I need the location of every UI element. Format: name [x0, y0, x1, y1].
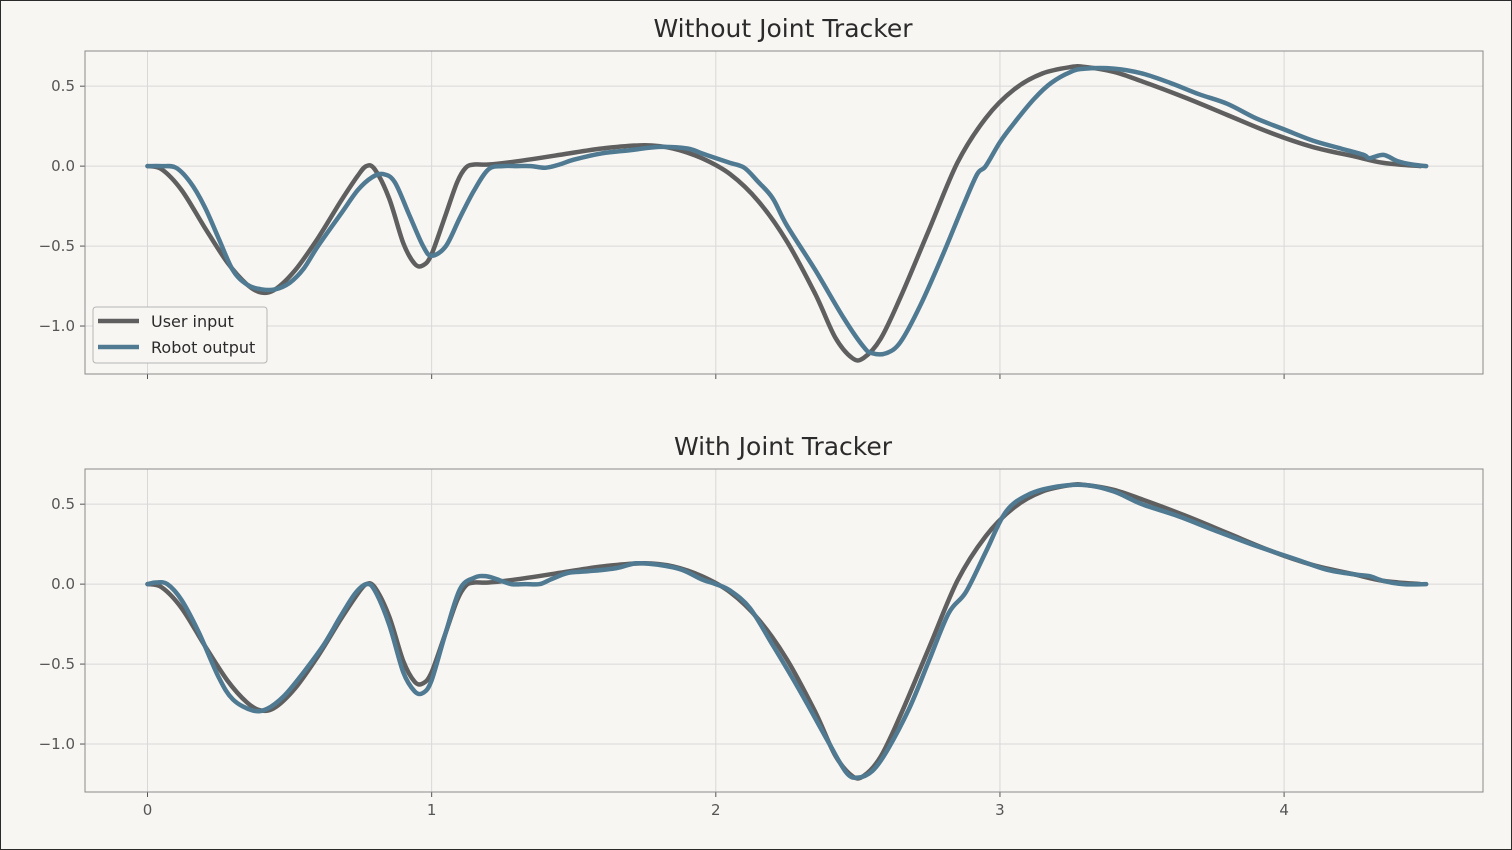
- legend: User input Robot output: [92, 306, 268, 364]
- y-tick-label: 0.5: [51, 495, 75, 513]
- x-tick-label: 3: [995, 801, 1005, 819]
- grid: [85, 469, 1483, 792]
- x-tick-label: 4: [1279, 801, 1289, 819]
- y-axis-ticks: 0.5 0.0 −0.5 −1.0: [39, 495, 85, 753]
- chart-title: Without Joint Tracker: [653, 14, 913, 43]
- series-lines: [145, 64, 1429, 363]
- x-axis-ticks: [147, 374, 1285, 379]
- y-tick-label: −0.5: [39, 237, 75, 255]
- grid: [85, 51, 1483, 374]
- series-line-user-input: [145, 482, 1423, 781]
- panel-with-joint-tracker: With Joint Tracker 0 1 2 3 4 0.5 0.0 −0.5 −1.0: [39, 432, 1484, 819]
- y-tick-label: 0.5: [51, 77, 75, 95]
- x-tick-label: 1: [427, 801, 437, 819]
- chart-title: With Joint Tracker: [674, 432, 893, 461]
- y-tick-label: 0.0: [51, 157, 75, 175]
- x-tick-label: 0: [143, 801, 153, 819]
- y-tick-label: −1.0: [39, 735, 75, 753]
- y-axis-ticks: 0.5 0.0 −0.5 −1.0: [39, 77, 85, 335]
- legend-label-user-input: User input: [151, 312, 234, 331]
- x-axis-ticks: 0 1 2 3 4: [143, 792, 1289, 819]
- y-tick-label: 0.0: [51, 575, 75, 593]
- series-line-robot-output: [145, 65, 1429, 357]
- series-lines: [145, 482, 1429, 781]
- plot-frame: [84, 468, 1484, 793]
- series-line-robot-output: [145, 482, 1429, 781]
- panel-without-joint-tracker: Without Joint Tracker 0.5 0.0 −0.5 −1.0 Use…: [39, 14, 1484, 379]
- plot-frame: [84, 50, 1484, 375]
- y-tick-label: −0.5: [39, 655, 75, 673]
- y-tick-label: −1.0: [39, 317, 75, 335]
- legend-label-robot-output: Robot output: [151, 338, 255, 357]
- x-tick-label: 2: [711, 801, 721, 819]
